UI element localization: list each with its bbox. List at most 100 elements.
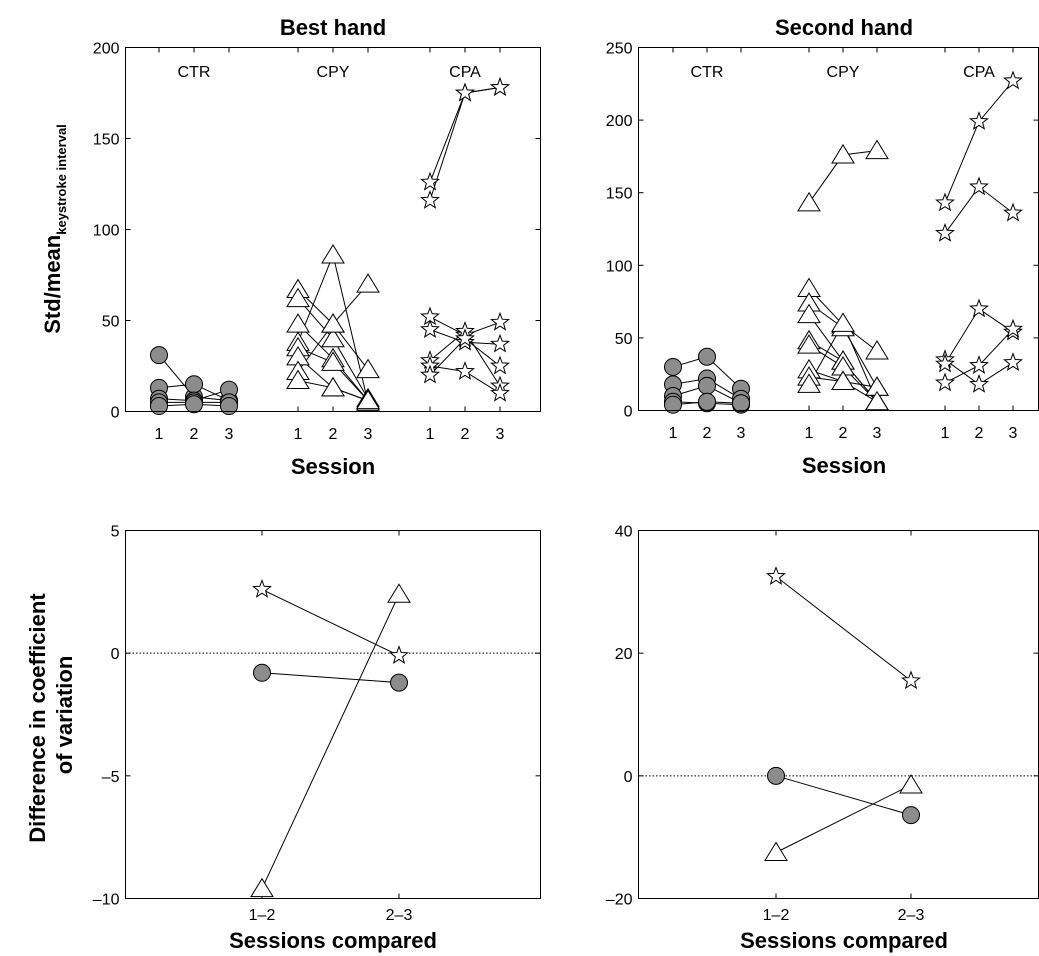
best-diff-y-axis-label-line-1: Difference in coefficient bbox=[25, 593, 50, 843]
group-label-ctr: CTR bbox=[691, 64, 724, 81]
y-tick-label: 100 bbox=[93, 223, 120, 240]
x-tick-label-session-2: 2 bbox=[703, 425, 712, 442]
x-tick-label-session-3: 3 bbox=[225, 426, 234, 443]
second-diff-frame bbox=[638, 530, 1039, 899]
x-tick-label-session-2: 2 bbox=[190, 426, 199, 443]
y-tick-label: 50 bbox=[102, 314, 120, 331]
cpa-star-marker bbox=[935, 353, 955, 373]
ctr-circle-marker bbox=[220, 397, 238, 416]
cpy-triangle-marker bbox=[321, 376, 345, 397]
x-tick-label: 1–2 bbox=[249, 907, 276, 924]
y-tick-label: 150 bbox=[93, 132, 120, 149]
y-tick-label: 0 bbox=[624, 769, 633, 786]
cpy-triangle-marker bbox=[286, 369, 310, 390]
second-hand-x-axis-label: Session bbox=[802, 453, 886, 478]
x-tick-label-session-3: 3 bbox=[873, 425, 882, 442]
x-tick-label-session-2: 2 bbox=[839, 425, 848, 442]
second-hand-marks bbox=[664, 70, 1023, 414]
best-diff-x-ticks: 1–2 2–3 bbox=[249, 530, 413, 924]
y-tick-label: 0 bbox=[111, 405, 120, 422]
ctr-circle-marker bbox=[698, 376, 716, 395]
best-diff-y-axis-label: Difference in coefficient of variation bbox=[25, 587, 77, 843]
y-tick-label: 50 bbox=[615, 331, 633, 348]
y-tick-label: 20 bbox=[615, 646, 633, 663]
second-diff-y-ticks: –20 0 20 40 bbox=[606, 524, 1039, 909]
x-tick-label: 2–3 bbox=[386, 907, 413, 924]
cpa-star-marker bbox=[490, 311, 510, 331]
cpy-triangle-marker bbox=[865, 139, 889, 160]
circle-marker bbox=[390, 673, 408, 692]
cpy-triangle-marker bbox=[797, 373, 821, 393]
triangle-marker bbox=[899, 774, 923, 794]
cpa-star-marker bbox=[969, 298, 989, 318]
y-tick-label: 150 bbox=[606, 186, 633, 203]
cpy-triangle-marker bbox=[321, 351, 345, 371]
second-hand-y-ticks: 0 50 100 150 200 250 bbox=[606, 41, 1039, 421]
cpa-star-marker bbox=[490, 382, 510, 402]
x-tick-label-session-1: 1 bbox=[669, 425, 678, 442]
ctr-circle-marker bbox=[150, 346, 168, 365]
best-diff-frame bbox=[125, 530, 541, 899]
star-marker bbox=[252, 578, 272, 598]
group-label-ctr: CTR bbox=[178, 64, 211, 81]
best-diff-y-ticks: –10 –5 0 5 bbox=[93, 524, 541, 909]
group-label-cpy: CPY bbox=[317, 64, 350, 81]
ctr-circle-marker bbox=[698, 392, 716, 411]
cpy-triangle-marker bbox=[356, 389, 380, 410]
second-diff-x-ticks: 1–2 2–3 bbox=[763, 530, 924, 924]
cpy-triangle-marker bbox=[321, 313, 345, 333]
second-hand-title: Second hand bbox=[775, 15, 913, 40]
x-tick-label: 1–2 bbox=[763, 907, 790, 924]
cpa-subject-line bbox=[429, 87, 501, 201]
cpa-star-marker bbox=[455, 328, 475, 348]
best-hand-y-axis-label-subscript: keystroke interval bbox=[54, 124, 69, 235]
cpa-star-marker bbox=[1003, 70, 1023, 90]
ctr-circle-marker bbox=[698, 347, 716, 366]
cpa-star-marker bbox=[1003, 318, 1023, 338]
cpy-triangle-marker bbox=[797, 303, 821, 324]
triangle-marker bbox=[250, 877, 274, 898]
y-tick-label: –5 bbox=[102, 769, 120, 786]
star-marker bbox=[901, 670, 921, 690]
second-hand-x-ticks: 1 2 3 1 2 3 1 2 3 bbox=[669, 47, 1018, 442]
cpa-star-marker bbox=[969, 111, 989, 130]
cpa-star-marker bbox=[420, 364, 440, 384]
second-hand-session-panel: Second hand 0 50 100 150 200 250 1 2 3 1 2 3 1 2 3 CT… bbox=[606, 15, 1039, 478]
best-diff-x-axis-label: Sessions compared bbox=[229, 928, 437, 953]
best-hand-y-ticks: 0 50 100 150 200 bbox=[93, 41, 541, 422]
cpy-triangle-marker bbox=[831, 312, 855, 332]
ctr-circle-marker bbox=[150, 397, 168, 416]
ctr-circle-marker bbox=[185, 375, 203, 394]
best-hand-difference-panel: –10 –5 0 5 1–2 2–3 Sessions compared Differe… bbox=[25, 524, 541, 953]
y-tick-label: –10 bbox=[93, 892, 120, 909]
cpa-star-marker bbox=[969, 355, 989, 374]
cpa-star-marker bbox=[420, 189, 440, 209]
x-tick-label-session-3: 3 bbox=[737, 425, 746, 442]
star-series-line bbox=[775, 576, 912, 682]
cpa-star-marker bbox=[935, 192, 955, 212]
best-hand-group-labels: CTR CPY CPA bbox=[178, 64, 482, 81]
cpa-star-marker bbox=[420, 171, 440, 191]
best-hand-y-axis-label-main: Std/mean bbox=[40, 235, 65, 334]
x-tick-label-session-2: 2 bbox=[461, 426, 470, 443]
cpa-subject-line bbox=[944, 186, 1014, 234]
second-diff-marks bbox=[764, 566, 923, 861]
cpa-star-marker bbox=[935, 372, 955, 392]
y-tick-label: –20 bbox=[606, 892, 633, 909]
cpy-triangle-marker bbox=[356, 358, 380, 379]
triangle-series-line bbox=[261, 594, 400, 889]
cpa-star-marker bbox=[455, 82, 475, 102]
y-tick-label: 200 bbox=[93, 41, 120, 58]
best-hand-frame bbox=[125, 47, 541, 412]
ctr-circle-marker bbox=[732, 394, 750, 413]
second-hand-difference-panel: –20 0 20 40 1–2 2–3 Sessions compared bbox=[606, 524, 1039, 953]
ctr-circle-marker bbox=[664, 395, 682, 414]
cpa-star-marker bbox=[455, 361, 475, 380]
second-diff-x-axis-label: Sessions compared bbox=[740, 928, 948, 953]
x-tick-label-session-3: 3 bbox=[496, 426, 505, 443]
star-marker bbox=[766, 566, 786, 585]
cpy-triangle-marker bbox=[865, 390, 889, 411]
cpy-triangle-marker bbox=[797, 191, 821, 212]
